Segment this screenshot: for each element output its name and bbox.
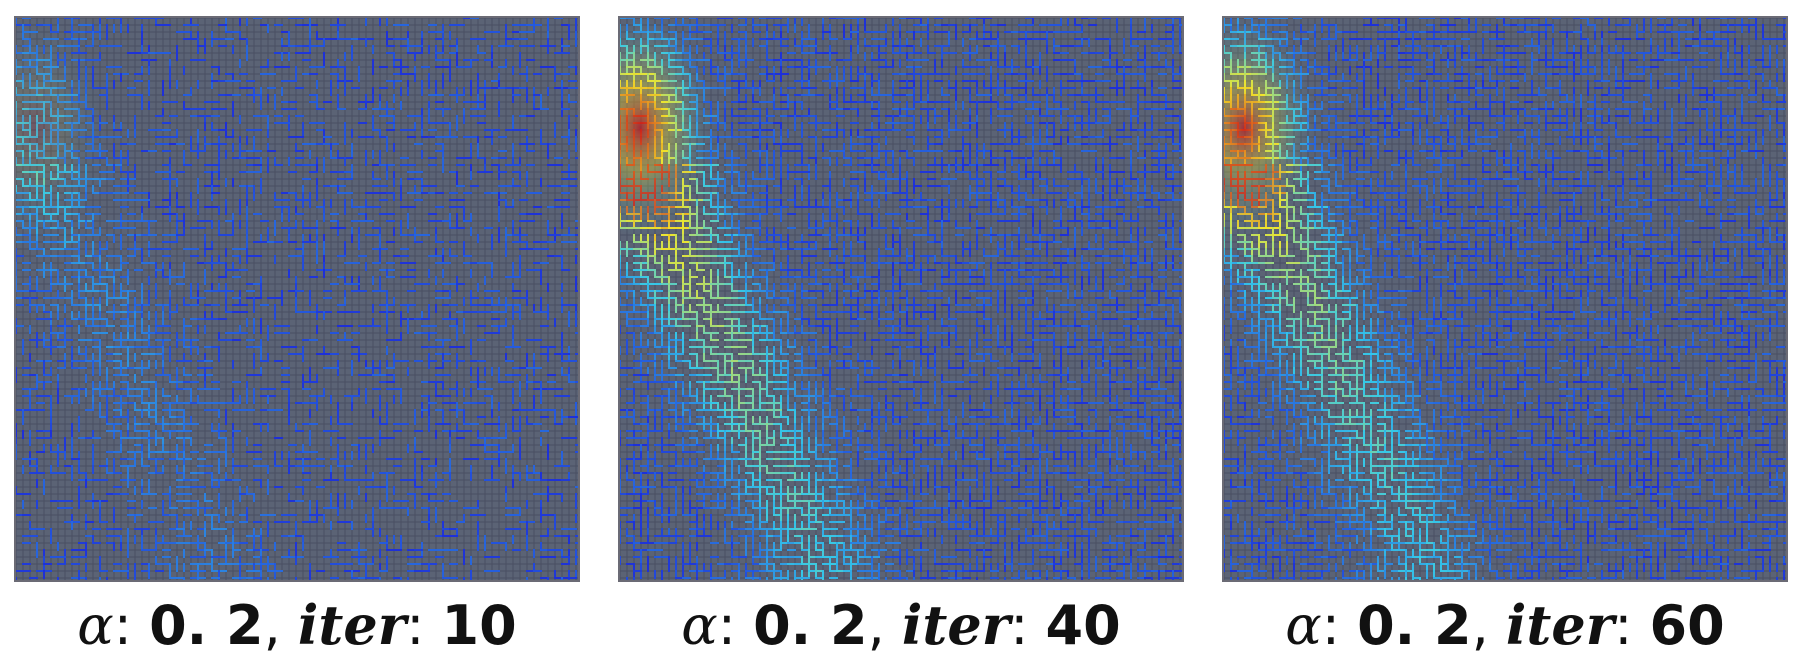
iter-separator: : — [1614, 594, 1650, 657]
iter-value: 40 — [1045, 594, 1121, 657]
alpha-symbol: α — [681, 594, 718, 657]
panel-iter-10: α: 0. 2, iter: 10 — [14, 0, 580, 666]
iter-separator: : — [1010, 594, 1046, 657]
alpha-value: 0. 2 — [753, 594, 868, 657]
panel-caption: α: 0. 2, iter: 40 — [620, 590, 1182, 660]
comma: , — [867, 594, 902, 657]
heatmap-image — [618, 16, 1184, 582]
iter-label: iter — [901, 593, 1011, 657]
comma: , — [263, 594, 298, 657]
alpha-value: 0. 2 — [149, 594, 264, 657]
heatmap-overlay — [16, 18, 578, 580]
panel-iter-40: α: 0. 2, iter: 40 — [618, 0, 1184, 666]
alpha-separator: : — [113, 594, 150, 657]
iter-label: iter — [297, 593, 407, 657]
panel-caption: α: 0. 2, iter: 10 — [16, 590, 578, 660]
heatmap-image — [1222, 16, 1788, 582]
panel-caption: α: 0. 2, iter: 60 — [1224, 590, 1786, 660]
alpha-separator: : — [717, 594, 754, 657]
iter-label: iter — [1505, 593, 1615, 657]
alpha-symbol: α — [77, 594, 114, 657]
heatmap-overlay — [620, 18, 1182, 580]
alpha-symbol: α — [1285, 594, 1322, 657]
iter-value: 10 — [441, 594, 517, 657]
heatmap-image — [14, 16, 580, 582]
comma: , — [1471, 594, 1506, 657]
panel-iter-60: α: 0. 2, iter: 60 — [1222, 0, 1788, 666]
iter-value: 60 — [1649, 594, 1725, 657]
iter-separator: : — [406, 594, 442, 657]
alpha-separator: : — [1321, 594, 1358, 657]
heatmap-overlay — [1224, 18, 1786, 580]
alpha-value: 0. 2 — [1357, 594, 1472, 657]
